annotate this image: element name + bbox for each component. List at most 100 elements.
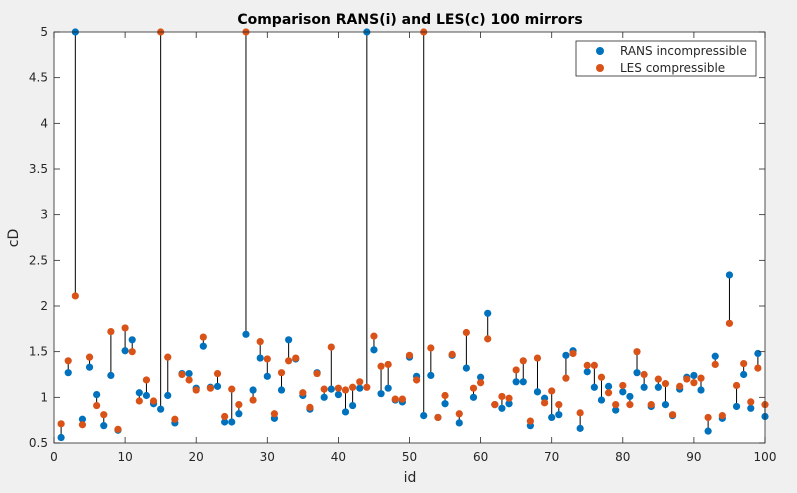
les-point xyxy=(384,360,392,369)
les-point xyxy=(135,397,143,405)
y-tick-label: 3.5 xyxy=(29,162,48,176)
les-point xyxy=(540,399,549,407)
les-point xyxy=(391,395,399,403)
les-point xyxy=(363,383,371,391)
les-point xyxy=(370,332,378,340)
rans-point xyxy=(690,371,698,380)
les-point xyxy=(171,415,179,423)
les-point xyxy=(185,376,193,384)
rans-point xyxy=(704,427,712,435)
les-point xyxy=(512,366,520,374)
les-point xyxy=(576,409,584,417)
les-point xyxy=(555,401,563,409)
les-point xyxy=(526,417,534,425)
les-point xyxy=(569,349,577,358)
les-point xyxy=(320,385,328,393)
les-point xyxy=(57,420,65,428)
les-point xyxy=(754,364,762,372)
x-tick-label: 40 xyxy=(331,450,346,464)
les-point xyxy=(747,398,755,406)
rans-point xyxy=(100,422,108,430)
x-tick-label: 10 xyxy=(117,450,132,464)
rans-point xyxy=(420,412,428,420)
les-point xyxy=(93,401,101,410)
les-point xyxy=(604,389,613,397)
y-tick-label: 2.5 xyxy=(29,253,48,267)
les-point xyxy=(114,425,122,433)
les-point xyxy=(377,362,385,370)
rans-point xyxy=(697,386,705,394)
les-point xyxy=(690,379,698,387)
les-point xyxy=(85,353,94,361)
rans-point xyxy=(242,330,250,338)
les-point xyxy=(491,401,499,409)
les-point xyxy=(356,378,364,386)
rans-point xyxy=(626,392,634,401)
legend-marker-les xyxy=(596,64,604,72)
legend-label-rans: RANS incompressible xyxy=(620,44,747,58)
les-point xyxy=(128,348,136,356)
rans-point xyxy=(185,369,193,378)
les-point xyxy=(704,413,712,422)
les-point xyxy=(221,412,229,421)
les-point xyxy=(484,335,492,343)
les-point xyxy=(562,374,570,382)
les-point xyxy=(313,369,321,378)
rans-point xyxy=(441,400,449,408)
les-point xyxy=(413,376,421,384)
y-tick-label: 4.5 xyxy=(29,71,48,85)
rans-point xyxy=(228,418,236,426)
les-point xyxy=(178,370,186,379)
les-point xyxy=(654,375,662,383)
rans-point xyxy=(590,383,598,391)
rans-point xyxy=(512,378,520,386)
rans-point xyxy=(341,408,350,416)
les-point xyxy=(683,375,691,383)
les-point xyxy=(107,327,115,336)
rans-point xyxy=(604,382,613,390)
rans-point xyxy=(462,364,470,372)
rans-point xyxy=(164,391,172,400)
les-point xyxy=(405,351,414,359)
y-tick-label: 2 xyxy=(40,299,48,313)
rans-point xyxy=(128,336,136,344)
les-point xyxy=(441,391,449,400)
les-point xyxy=(448,350,456,359)
rans-point xyxy=(199,342,207,350)
x-tick-label: 80 xyxy=(615,450,630,464)
les-point xyxy=(249,396,257,404)
les-point xyxy=(462,328,470,337)
rans-point xyxy=(235,410,243,418)
les-point xyxy=(164,353,172,361)
rans-point xyxy=(285,336,293,344)
y-tick-label: 1 xyxy=(40,390,48,404)
rans-point xyxy=(548,413,556,422)
rans-point xyxy=(135,389,143,397)
les-point xyxy=(292,354,300,362)
rans-point xyxy=(505,400,513,408)
les-point xyxy=(327,343,335,351)
rans-point xyxy=(654,383,662,391)
rans-point xyxy=(57,433,65,442)
legend: RANS incompressible LES compressible xyxy=(575,40,757,77)
rans-point xyxy=(576,424,584,432)
rans-point xyxy=(249,386,257,394)
les-point xyxy=(192,386,200,394)
rans-point xyxy=(747,404,755,412)
rans-point xyxy=(612,406,620,414)
rans-point xyxy=(349,401,357,410)
y-tick-label: 4 xyxy=(40,116,48,130)
y-tick-label: 0.5 xyxy=(29,436,48,450)
y-tick-label: 5 xyxy=(40,25,48,39)
les-point xyxy=(612,401,620,409)
rans-point xyxy=(498,404,506,412)
rans-point xyxy=(469,393,478,401)
les-point xyxy=(661,380,670,388)
x-tick-label: 30 xyxy=(260,450,275,464)
les-point xyxy=(299,389,307,397)
les-point xyxy=(213,369,222,378)
les-point xyxy=(477,379,485,387)
rans-point xyxy=(356,384,364,392)
x-tick-label: 60 xyxy=(473,450,488,464)
rans-point xyxy=(725,271,734,279)
